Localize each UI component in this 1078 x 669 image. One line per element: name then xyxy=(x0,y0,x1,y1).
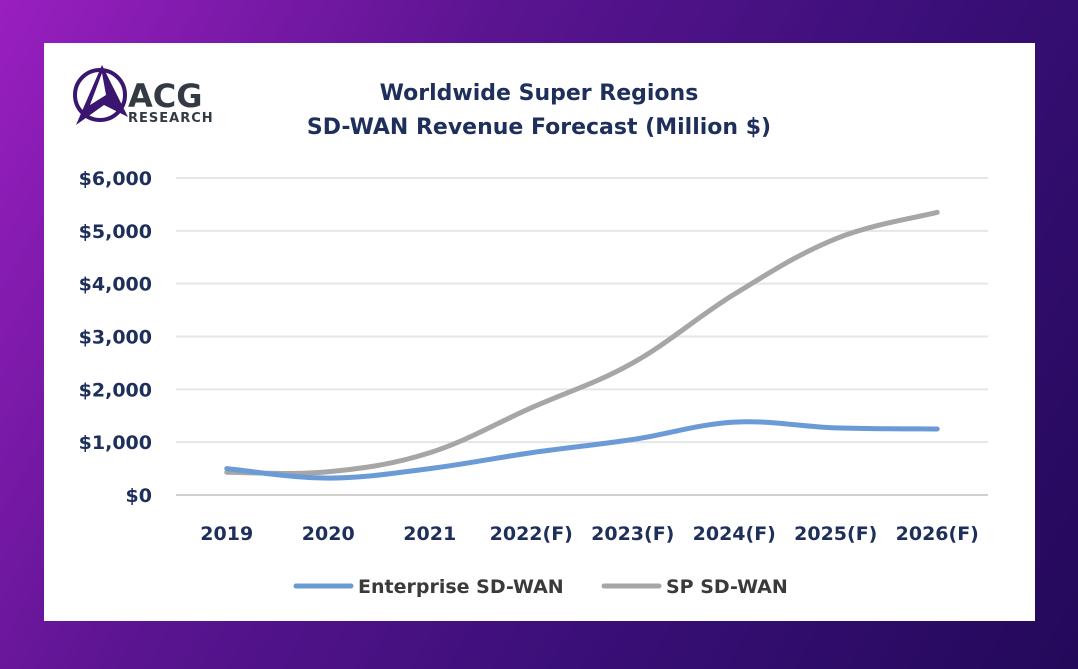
y-tick-label: $6,000 xyxy=(79,168,152,190)
data-point-enterprise-sd-wan xyxy=(427,466,432,471)
acg-logo: ACG RESEARCH xyxy=(73,65,214,126)
data-point-enterprise-sd-wan xyxy=(326,476,331,481)
data-point-enterprise-sd-wan xyxy=(630,437,635,442)
x-tick-label: 2023(F) xyxy=(591,523,674,545)
data-point-sp-sd-wan xyxy=(427,450,432,455)
y-tick-label: $5,000 xyxy=(79,221,152,243)
chart-panel: ACG RESEARCH Worldwide Super Regions SD-… xyxy=(44,43,1035,621)
y-axis-tick-labels: $0 $1,000 $2,000 $3,000 $4,000 $5,000 $6,000 xyxy=(79,168,152,507)
series-line-enterprise-sd-wan xyxy=(224,419,940,481)
data-point-sp-sd-wan xyxy=(326,469,331,474)
data-point-sp-sd-wan xyxy=(732,292,737,297)
x-tick-label: 2020 xyxy=(302,523,355,545)
chart-title-line-1: Worldwide Super Regions xyxy=(380,81,699,106)
data-point-enterprise-sd-wan xyxy=(935,426,940,431)
logo-mark-icon xyxy=(73,65,128,125)
y-tick-label: $4,000 xyxy=(79,274,152,296)
x-tick-label: 2024(F) xyxy=(693,523,776,545)
y-tick-label: $3,000 xyxy=(79,327,152,349)
x-axis-tick-labels: 2019 2020 2021 2022(F) 2023(F) 2024(F) 2025(F)… xyxy=(200,523,979,545)
x-tick-label: 2019 xyxy=(200,523,253,545)
data-point-enterprise-sd-wan xyxy=(732,420,737,425)
data-point-sp-sd-wan xyxy=(935,210,940,215)
x-tick-label: 2022(F) xyxy=(490,523,573,545)
data-point-sp-sd-wan xyxy=(630,360,635,365)
legend-item-enterprise-sd-wan: Enterprise SD-WAN xyxy=(293,576,564,598)
x-tick-label: 2026(F) xyxy=(896,523,979,545)
data-point-enterprise-sd-wan xyxy=(224,466,229,471)
data-point-enterprise-sd-wan xyxy=(529,450,534,455)
legend: Enterprise SD-WAN SP SD-WAN xyxy=(293,576,788,598)
chart-title-line-2: SD-WAN Revenue Forecast (Million $) xyxy=(307,115,771,140)
y-tick-label: $2,000 xyxy=(79,379,152,401)
series-lines xyxy=(224,209,940,481)
data-point-sp-sd-wan xyxy=(529,405,534,410)
data-point-sp-sd-wan xyxy=(833,236,838,241)
y-tick-label: $0 xyxy=(126,485,152,507)
chart-canvas: ACG RESEARCH Worldwide Super Regions SD-… xyxy=(73,65,988,598)
legend-item-sp-sd-wan: SP SD-WAN xyxy=(601,576,788,598)
logo-text: ACG xyxy=(128,77,203,115)
x-tick-label: 2021 xyxy=(403,523,456,545)
logo-subtext: RESEARCH xyxy=(128,111,214,126)
gridlines xyxy=(176,177,988,444)
legend-label: Enterprise SD-WAN xyxy=(358,576,564,598)
legend-label: SP SD-WAN xyxy=(666,576,788,598)
series-line-sp-sd-wan xyxy=(224,209,940,476)
y-tick-label: $1,000 xyxy=(79,432,152,454)
data-point-enterprise-sd-wan xyxy=(833,425,838,430)
x-tick-label: 2025(F) xyxy=(794,523,877,545)
